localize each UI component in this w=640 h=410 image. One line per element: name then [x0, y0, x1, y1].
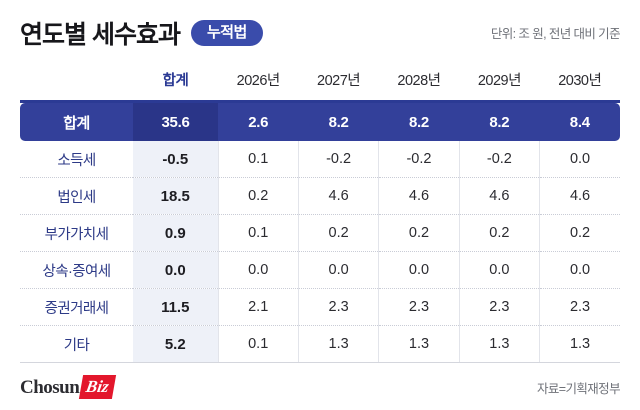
- row-label-other: 기타: [20, 325, 133, 363]
- table-row: 기타 5.2 0.1 1.3 1.3 1.3 1.3: [20, 325, 620, 363]
- cell-2027: 0.0: [297, 251, 379, 289]
- table-row-total: 합계 35.6 2.6 8.2 8.2 8.2 8.4: [20, 103, 620, 141]
- column-header-2026: 2026년: [236, 72, 281, 89]
- tax-revenue-table: 합계 2026년 2027년 2028년 2029년 2030년 합계 35.6…: [20, 62, 620, 363]
- cell-sum: -0.5: [133, 141, 218, 178]
- cell-total-2029: 8.2: [459, 103, 540, 141]
- cell-total-sum: 35.6: [133, 103, 218, 141]
- cell-sum: 0.0: [133, 251, 218, 289]
- cell-2026: 0.1: [217, 214, 299, 252]
- cell-2027: -0.2: [297, 141, 379, 178]
- cell-2026: 0.2: [217, 177, 299, 215]
- cell-2026: 0.1: [217, 325, 299, 363]
- cell-sum: 0.9: [133, 214, 218, 252]
- table-header-row: 합계 2026년 2027년 2028년 2029년 2030년: [20, 62, 620, 100]
- cell-2029: 0.2: [458, 214, 540, 252]
- cell-2029: 1.3: [458, 325, 540, 363]
- unit-note: 단위: 조 원, 전년 대비 기준: [490, 26, 621, 41]
- table-head: 합계 2026년 2027년 2028년 2029년 2030년: [20, 62, 620, 100]
- column-header-total: 합계: [162, 72, 189, 89]
- cell-2030: 0.0: [539, 141, 620, 178]
- column-header-2027: 2027년: [317, 72, 361, 89]
- row-label-corporate-tax: 법인세: [20, 177, 133, 215]
- cell-2028: 4.6: [378, 177, 460, 215]
- cell-total-2026: 2.6: [218, 103, 299, 141]
- column-header-2030: 2030년: [558, 72, 602, 89]
- table-row: 소득세 -0.5 0.1 -0.2 -0.2 -0.2 0.0: [20, 141, 620, 178]
- table-row: 상속·증여세 0.0 0.0 0.0 0.0 0.0 0.0: [20, 251, 620, 289]
- cell-2030: 2.3: [539, 288, 620, 326]
- cell-2027: 2.3: [297, 288, 379, 326]
- source-note: 자료=기획재정부: [536, 381, 621, 396]
- cell-2029: 2.3: [458, 288, 540, 326]
- rule-line: [20, 100, 620, 103]
- table-row: 법인세 18.5 0.2 4.6 4.6 4.6 4.6: [20, 177, 620, 215]
- cell-2026: 2.1: [217, 288, 299, 326]
- footer: Chosun Biz 자료=기획재정부: [20, 375, 621, 399]
- row-label-total: 합계: [20, 103, 133, 141]
- cell-total-2030: 8.4: [539, 103, 620, 141]
- logo-chosun-text: Chosun: [20, 376, 80, 398]
- column-header-blank: [20, 62, 133, 100]
- cell-2026: 0.0: [217, 251, 299, 289]
- row-label-vat: 부가가치세: [20, 214, 133, 252]
- cell-total-2027: 8.2: [298, 103, 379, 141]
- cell-2030: 0.2: [539, 214, 620, 252]
- method-badge: 누적법: [190, 20, 263, 46]
- cell-sum: 5.2: [133, 325, 218, 363]
- table-body: 합계 35.6 2.6 8.2 8.2 8.2 8.4 소득세 -0.5 0.1…: [20, 100, 620, 363]
- table-wrap: 합계 2026년 2027년 2028년 2029년 2030년 합계 35.6…: [20, 62, 620, 363]
- cell-sum: 11.5: [133, 288, 218, 326]
- cell-2028: 1.3: [378, 325, 460, 363]
- row-label-inheritance-gift-tax: 상속·증여세: [20, 251, 133, 289]
- cell-2028: -0.2: [378, 141, 460, 178]
- cell-2028: 2.3: [378, 288, 460, 326]
- table-row: 증권거래세 11.5 2.1 2.3 2.3 2.3 2.3: [20, 288, 620, 326]
- row-label-income-tax: 소득세: [20, 141, 133, 178]
- header: 연도별 세수효과 누적법 단위: 조 원, 전년 대비 기준: [20, 0, 621, 62]
- cell-2029: 4.6: [458, 177, 540, 215]
- cell-2027: 4.6: [297, 177, 379, 215]
- table-row: 부가가치세 0.9 0.1 0.2 0.2 0.2 0.2: [20, 214, 620, 252]
- cell-total-2028: 8.2: [378, 103, 460, 141]
- cell-2030: 0.0: [539, 251, 620, 289]
- table-top-rule: [20, 100, 620, 103]
- logo-biz-mark: Biz: [79, 375, 117, 399]
- cell-2029: -0.2: [458, 141, 540, 178]
- row-label-securities-transaction-tax: 증권거래세: [20, 288, 133, 326]
- page-title: 연도별 세수효과: [20, 21, 181, 49]
- cell-2026: 0.1: [217, 141, 299, 178]
- chosunbiz-logo: Chosun Biz: [20, 375, 117, 399]
- cell-sum: 18.5: [133, 177, 218, 215]
- cell-2028: 0.2: [378, 214, 460, 252]
- column-header-2028: 2028년: [397, 72, 441, 89]
- cell-2030: 1.3: [539, 325, 620, 363]
- cell-2027: 0.2: [297, 214, 379, 252]
- column-header-2029: 2029년: [477, 72, 522, 89]
- cell-2027: 1.3: [297, 325, 379, 363]
- cell-2029: 0.0: [458, 251, 540, 289]
- cell-2028: 0.0: [378, 251, 460, 289]
- cell-2030: 4.6: [539, 177, 620, 215]
